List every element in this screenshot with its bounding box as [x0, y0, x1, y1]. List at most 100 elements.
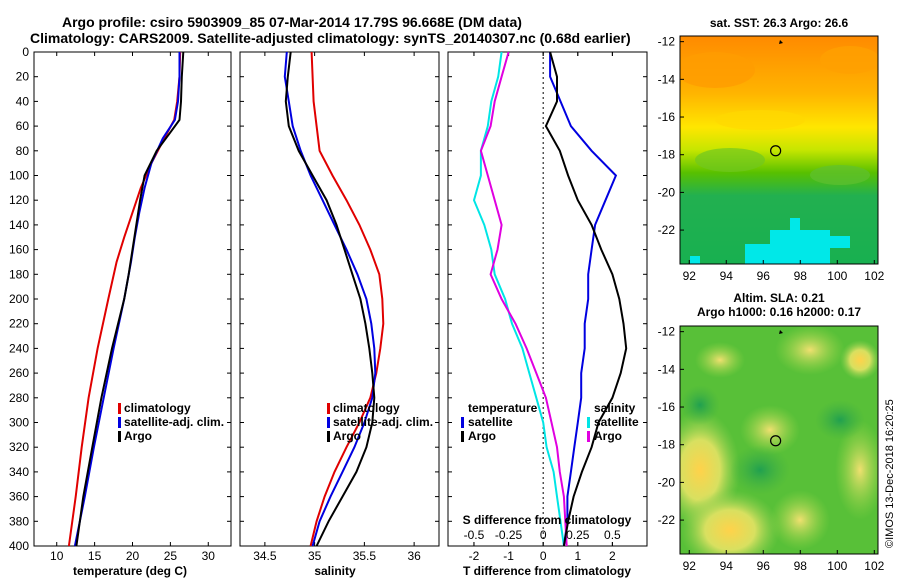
- temperature-tick-label: 30: [202, 549, 216, 563]
- series-line-t-satellite: [472, 51, 565, 547]
- longitude-tick-label: 98: [794, 559, 808, 573]
- legend-swatch-satellite: [327, 417, 330, 428]
- legend-argo: Argo: [124, 429, 152, 443]
- series-line-argo: [75, 51, 185, 547]
- longitude-tick-label: 96: [757, 559, 771, 573]
- depth-tick-label: 400: [9, 539, 29, 553]
- legend-argo: Argo: [333, 429, 361, 443]
- salinity-tick-label: 35: [308, 549, 322, 563]
- depth-tick-label: 300: [9, 416, 29, 430]
- series-line-s-satellite: [479, 51, 568, 547]
- longitude-tick-label: 102: [864, 269, 884, 283]
- latitude-tick-label: -22: [658, 513, 676, 527]
- salinity-diff-tick-label: -0.5: [464, 528, 485, 542]
- salinity-diff-tick-label: 0.25: [566, 528, 590, 542]
- longitude-tick-label: 94: [720, 269, 734, 283]
- sla-map-subtitle: Argo h1000: 0.16 h2000: 0.17: [697, 305, 861, 319]
- sla-map-title: Altim. SLA: 0.21: [733, 291, 825, 305]
- latitude-tick-label: -14: [658, 362, 676, 376]
- depth-tick-label: 140: [9, 218, 29, 232]
- legend-satellite: satellite-adj. clim.: [333, 415, 433, 429]
- latitude-tick-label: -16: [658, 110, 676, 124]
- figure-title-line2: Climatology: CARS2009. Satellite-adjuste…: [30, 30, 631, 46]
- sla-north-marker: [779, 330, 783, 334]
- latitude-tick-label: -16: [658, 400, 676, 414]
- depth-tick-label: 100: [9, 169, 29, 183]
- temperature-legend: climatology satellite-adj. clim. Argo: [118, 401, 224, 443]
- legend-swatch-satellite: [118, 417, 121, 428]
- salinity-diff-tick-label: 0: [540, 528, 547, 542]
- difference-axes: [447, 51, 648, 547]
- legend-salinity-heading: salinity: [594, 401, 636, 415]
- legend-s-argo: Argo: [594, 429, 622, 443]
- temperature-diff-tick-label: 2: [609, 549, 616, 563]
- temperature-tick-label: 10: [50, 549, 64, 563]
- sst-map-image: [680, 36, 878, 264]
- depth-tick-label: 120: [9, 193, 29, 207]
- sst-map-axes: 92 94 96 98 100 102 -12 -14 -16 -18 -20 -22: [658, 35, 885, 283]
- temperature-tick-label: 15: [88, 549, 102, 563]
- longitude-tick-label: 98: [794, 269, 808, 283]
- sla-map-image: [680, 326, 878, 554]
- longitude-tick-label: 100: [827, 269, 847, 283]
- series-line-satellite-adj-clim-: [283, 51, 377, 547]
- salinity-diff-tick-label: 0.5: [604, 528, 621, 542]
- temperature-tick-label: 20: [126, 549, 140, 563]
- difference-legend-right: salinity satellite Argo: [587, 401, 639, 443]
- longitude-tick-label: 92: [683, 269, 697, 283]
- difference-legend-left: temperature satellite Argo: [461, 401, 538, 443]
- salinity-series: [283, 51, 385, 547]
- latitude-tick-label: -20: [658, 475, 676, 489]
- series-line-t-argo: [549, 52, 618, 547]
- legend-temperature-heading: temperature: [468, 401, 538, 415]
- imos-timestamp-watermark: ©IMOS 13-Dec-2018 16:20:25: [884, 399, 896, 548]
- longitude-tick-label: 102: [864, 559, 884, 573]
- sst-north-marker: [779, 40, 783, 44]
- legend-swatch-s-argo: [587, 431, 590, 442]
- depth-tick-label: 260: [9, 366, 29, 380]
- depth-tick-label: 320: [9, 440, 29, 454]
- salinity-xlabel: salinity: [314, 564, 356, 578]
- legend-t-argo: Argo: [468, 429, 496, 443]
- legend-swatch-climatology: [327, 403, 330, 414]
- latitude-tick-label: -20: [658, 185, 676, 199]
- sla-argo-location-marker: [770, 435, 782, 447]
- legend-swatch-argo: [118, 431, 121, 442]
- latitude-tick-label: -18: [658, 438, 676, 452]
- series-line-argo: [284, 51, 376, 547]
- depth-tick-label: 240: [9, 341, 29, 355]
- depth-tick-label: 80: [16, 144, 30, 158]
- legend-swatch-t-argo: [461, 431, 464, 442]
- legend-swatch-argo: [327, 431, 330, 442]
- sst-argo-location-marker: [770, 145, 782, 157]
- sla-map-axes: 92 94 96 98 100 102 -12 -14 -16 -18 -20 -22: [658, 325, 885, 573]
- temperature-diff-tick-label: -1: [503, 549, 514, 563]
- salinity-diff-tick-label: -0.25: [495, 528, 523, 542]
- latitude-tick-label: -12: [658, 35, 676, 49]
- latitude-tick-label: -18: [658, 148, 676, 162]
- depth-tick-label: 160: [9, 243, 29, 257]
- salinity-tick-label: 34.5: [253, 549, 277, 563]
- latitude-tick-label: -14: [658, 72, 676, 86]
- temperature-series: [67, 51, 185, 547]
- longitude-tick-label: 100: [827, 559, 847, 573]
- difference-series: [472, 51, 628, 547]
- temperature-axes: [33, 51, 232, 547]
- depth-tick-label: 40: [16, 94, 30, 108]
- longitude-tick-label: 96: [757, 269, 771, 283]
- depth-tick-label: 280: [9, 391, 29, 405]
- depth-tick-label: 20: [16, 70, 30, 84]
- figure-title-line1: Argo profile: csiro 5903909_85 07-Mar-20…: [62, 14, 522, 30]
- salinity-legend: climatology satellite-adj. clim. Argo: [327, 401, 433, 443]
- difference-x-axis: -2 -1 0 1 2 -0.5 -0.25 0 0.25 0.5: [464, 52, 621, 563]
- sst-map-title: sat. SST: 26.3 Argo: 26.6: [710, 16, 849, 30]
- temperature-diff-tick-label: -2: [469, 549, 480, 563]
- legend-satellite: satellite-adj. clim.: [124, 415, 224, 429]
- depth-tick-label: 60: [16, 119, 30, 133]
- salinity-x-axis: 34.5 35 35.5 36: [253, 52, 421, 563]
- depth-tick-label: 340: [9, 465, 29, 479]
- depth-tick-label: 220: [9, 317, 29, 331]
- legend-swatch-s-satellite: [587, 417, 590, 428]
- legend-climatology: climatology: [124, 401, 191, 415]
